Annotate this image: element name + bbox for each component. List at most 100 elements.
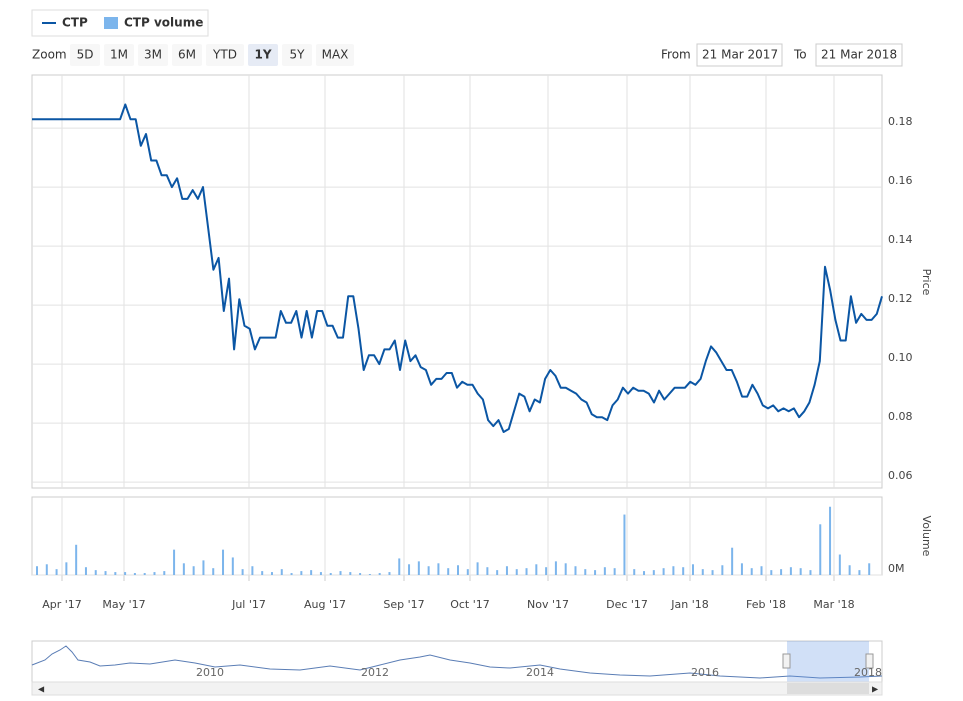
x-tick-label: Aug '17 [304,598,346,611]
from-input[interactable] [696,43,783,67]
volume-bar [300,571,303,575]
volume-bar [319,572,322,575]
zoom-button-label[interactable]: 5Y [290,48,306,62]
legend-label[interactable]: CTP volume [124,16,203,30]
volume-bar [486,567,489,575]
navigator-label: 2012 [361,666,389,679]
volume-bar [359,573,362,575]
zoom-button-label[interactable]: 1M [110,48,128,62]
volume-bar [809,570,812,575]
volume-bar [770,570,773,575]
volume-bar [261,571,264,575]
volume-bar [388,572,391,575]
volume-bar [143,573,146,575]
volume-bar [525,568,528,575]
navigator-handle[interactable] [865,653,874,669]
y-tick-label: 0.14 [888,233,913,246]
zoom-button[interactable] [138,44,168,66]
zoom-button-label[interactable]: 1Y [254,48,271,62]
volume-bar [799,568,802,575]
scroll-right[interactable]: ▶ [872,685,879,694]
volume-bar [780,569,783,575]
from-date[interactable]: 21 Mar 2017 [702,48,778,62]
volume-bar [437,563,440,575]
zoom-button[interactable] [172,44,202,66]
volume-bar [476,562,479,575]
x-tick-label: Feb '18 [746,598,786,611]
y-tick-label: 0.08 [888,410,913,423]
volume-bar [496,570,499,575]
x-tick-label: Jul '17 [231,598,266,611]
navigator-selection[interactable] [787,641,869,682]
volume-bar [662,568,665,575]
volume-bar [427,566,430,575]
volume-bar [173,549,176,575]
volume-bar [819,524,822,575]
scrollbar-thumb[interactable] [787,683,869,694]
volume-bar [691,564,694,575]
y-axis-title: Price [920,269,933,296]
volume-bar [212,568,215,575]
to-label: To [793,48,807,62]
volume-bar [466,569,469,575]
volume-bar [643,571,646,575]
volume-bar [447,568,450,575]
navigator-line [31,645,883,679]
to-date[interactable]: 21 Mar 2018 [821,48,897,62]
volume-bar [760,566,763,575]
volume-bar [349,572,352,575]
zoom-button[interactable] [316,44,354,66]
navigator-label: 2010 [196,666,224,679]
volume-bar [535,564,538,575]
volume-bar [94,570,97,575]
volume-bar [623,514,626,575]
zoom-button-label[interactable]: 3M [144,48,162,62]
x-tick-label: Mar '18 [813,598,854,611]
x-tick-label: Nov '17 [527,598,569,611]
volume-bar [231,557,234,575]
volume-bar [153,572,156,575]
volume-bar [701,569,704,575]
y-tick-label: 0.16 [888,174,913,187]
scroll-left[interactable]: ◀ [38,685,45,694]
volume-bar [564,563,567,575]
x-tick-label: Apr '17 [42,598,82,611]
zoom-button[interactable] [248,44,278,66]
volume-bar [133,573,136,575]
zoom-button[interactable] [206,44,244,66]
volume-bar [848,565,851,575]
volume-bar [114,572,117,575]
volume-bar [192,566,195,575]
volume-bar [515,569,518,575]
volume-bar [545,567,548,575]
zoom-button-label[interactable]: 6M [178,48,196,62]
volume-bar [290,573,293,575]
y-tick-label: 0.06 [888,469,913,482]
from-label: From [661,48,691,62]
volume-bar [124,572,127,575]
volume-bar [829,506,832,575]
volume-bar [104,571,107,575]
volume-bar [65,562,68,575]
volume-bar [163,571,166,575]
y2-tick-label: 0M [888,562,905,575]
y-tick-label: 0.12 [888,292,913,305]
zoom-button[interactable] [104,44,134,66]
y2-axis-title: Volume [920,516,933,557]
volume-bar [505,566,508,575]
navigator-handle[interactable] [782,653,791,669]
to-input[interactable] [815,43,903,67]
volume-bar [633,569,636,575]
zoom-button-label[interactable]: YTD [212,48,237,62]
scrollbar[interactable] [31,681,883,696]
zoom-button[interactable] [282,44,312,66]
y-tick-label: 0.18 [888,115,913,128]
zoom-button-label[interactable]: MAX [322,48,349,62]
volume-bar [603,567,606,575]
zoom-button[interactable] [70,44,100,66]
legend-label[interactable]: CTP [62,16,88,30]
zoom-button-label[interactable]: 5D [77,48,94,62]
volume-bar [672,566,675,575]
price-line [32,103,883,433]
